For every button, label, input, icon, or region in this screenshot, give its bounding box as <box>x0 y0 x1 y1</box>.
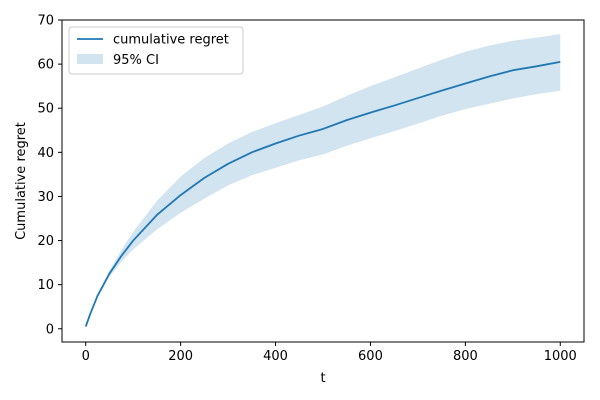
y-tick-label: 30 <box>37 190 54 205</box>
y-tick-label: 40 <box>37 146 54 161</box>
y-tick-label: 70 <box>37 14 54 29</box>
x-tick-label: 600 <box>358 349 383 364</box>
x-tick-label: 0 <box>82 349 90 364</box>
x-tick-label: 800 <box>453 349 478 364</box>
legend-label-band: 95% CI <box>113 53 159 68</box>
x-axis: 0 200 400 600 800 1000 <box>82 342 577 364</box>
y-axis: 0 10 20 30 40 50 60 70 <box>37 14 62 337</box>
y-tick-label: 0 <box>46 322 54 337</box>
legend-label-series: cumulative regret <box>113 33 229 48</box>
legend-band-swatch <box>77 54 103 64</box>
y-tick-label: 20 <box>37 234 54 249</box>
x-axis-label: t <box>320 371 325 386</box>
x-tick-label: 400 <box>263 349 288 364</box>
legend: cumulative regret 95% CI <box>68 26 244 75</box>
y-tick-label: 10 <box>37 278 54 293</box>
plot-area <box>84 34 561 327</box>
x-tick-label: 1000 <box>544 349 577 364</box>
plot-frame <box>61 19 585 343</box>
series-line-0 <box>84 61 561 327</box>
ci-band <box>85 34 561 327</box>
y-axis-label: Cumulative regret <box>14 122 29 240</box>
legend-box <box>68 26 244 75</box>
x-tick-label: 200 <box>168 349 193 364</box>
y-tick-label: 60 <box>37 58 54 73</box>
y-tick-label: 50 <box>37 102 54 117</box>
